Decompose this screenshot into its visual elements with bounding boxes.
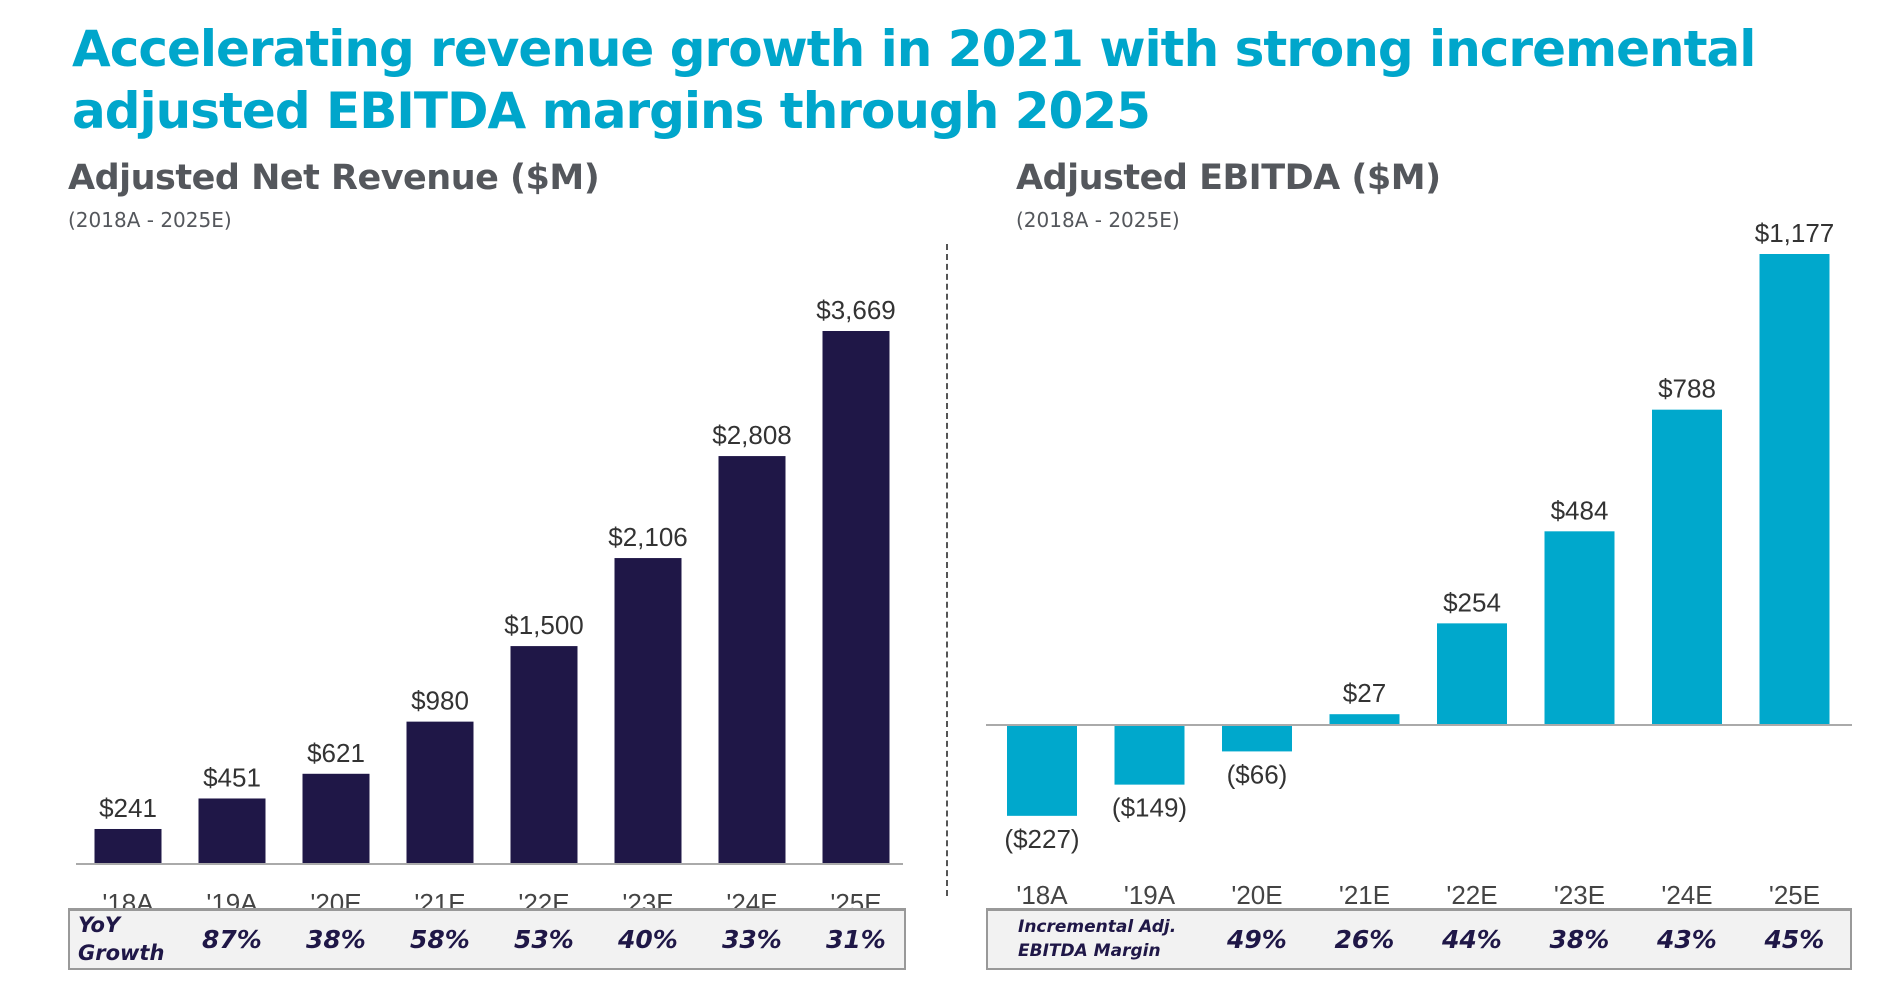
data-label: ($227) <box>1004 824 1079 854</box>
bar <box>614 558 682 864</box>
data-label: $484 <box>1551 495 1609 525</box>
ebitda-chart-subtitle: (2018A - 2025E) <box>1016 208 1180 232</box>
data-label: $1,177 <box>1755 218 1835 248</box>
table-value: 49% <box>1227 925 1287 954</box>
table-value: 87% <box>202 925 262 954</box>
category-label: '19A <box>1124 880 1176 910</box>
table-value: 45% <box>1764 925 1825 954</box>
margin-label-2: EBITDA Margin <box>1018 941 1161 961</box>
table-value: 53% <box>514 925 574 954</box>
data-label: $1,500 <box>504 610 584 640</box>
bar <box>1329 714 1400 725</box>
bar <box>1544 531 1615 725</box>
table-value: 44% <box>1442 925 1502 954</box>
revenue-chart-subtitle: (2018A - 2025E) <box>68 208 232 232</box>
data-label: $788 <box>1658 374 1716 404</box>
table-value: 38% <box>306 925 366 954</box>
page-title: Accelerating revenue growth in 2021 with… <box>72 20 1756 140</box>
category-label: '21E <box>1339 880 1390 910</box>
category-label: '18A <box>1016 880 1068 910</box>
data-label: $254 <box>1443 587 1501 617</box>
data-label: $2,106 <box>608 522 688 552</box>
bar <box>510 646 578 864</box>
bar <box>1652 409 1722 725</box>
bar <box>406 721 474 864</box>
bar <box>1222 725 1292 752</box>
yoy-growth-table: YoY Growth 87% 38% 58% 53% 40% 33% 31% <box>68 908 906 970</box>
data-label: ($149) <box>1112 793 1187 823</box>
bar <box>1437 623 1507 725</box>
chart-divider <box>946 244 948 896</box>
yoy-label-1: YoY <box>78 913 121 937</box>
category-label: '23E <box>1554 880 1605 910</box>
incremental-margin-table: Incremental Adj. EBITDA Margin 49% 26% 44%… <box>986 908 1852 970</box>
data-label: $980 <box>411 686 469 716</box>
bar <box>1007 725 1077 816</box>
category-label: '20E <box>1231 880 1282 910</box>
bar <box>822 331 890 864</box>
data-label: $2,808 <box>712 420 792 450</box>
category-label: '24E <box>1661 880 1712 910</box>
bar <box>94 828 162 864</box>
category-label: '22E <box>1446 880 1497 910</box>
table-value: 58% <box>410 925 470 954</box>
data-label: ($66) <box>1227 759 1288 789</box>
data-label: $451 <box>203 762 261 792</box>
table-value: 38% <box>1549 925 1610 954</box>
table-value: 26% <box>1334 925 1395 954</box>
category-label: '25E <box>1769 880 1820 910</box>
bar <box>1759 254 1830 725</box>
bar <box>1114 725 1185 785</box>
bar <box>198 798 266 864</box>
bar <box>718 456 786 864</box>
data-label: $621 <box>307 738 365 768</box>
ebitda-chart-title: Adjusted EBITDA ($M) <box>1016 158 1441 198</box>
data-label: $3,669 <box>816 295 896 325</box>
table-value: 33% <box>722 925 782 954</box>
data-label: $241 <box>99 793 157 823</box>
revenue-chart-title: Adjusted Net Revenue ($M) <box>68 158 600 198</box>
table-value: 40% <box>618 925 678 954</box>
data-label: $27 <box>1343 678 1386 708</box>
yoy-label-2: Growth <box>78 941 165 965</box>
margin-label-1: Incremental Adj. <box>1018 917 1177 937</box>
bar <box>302 773 370 864</box>
table-value: 43% <box>1657 925 1717 954</box>
table-value: 31% <box>826 925 886 954</box>
